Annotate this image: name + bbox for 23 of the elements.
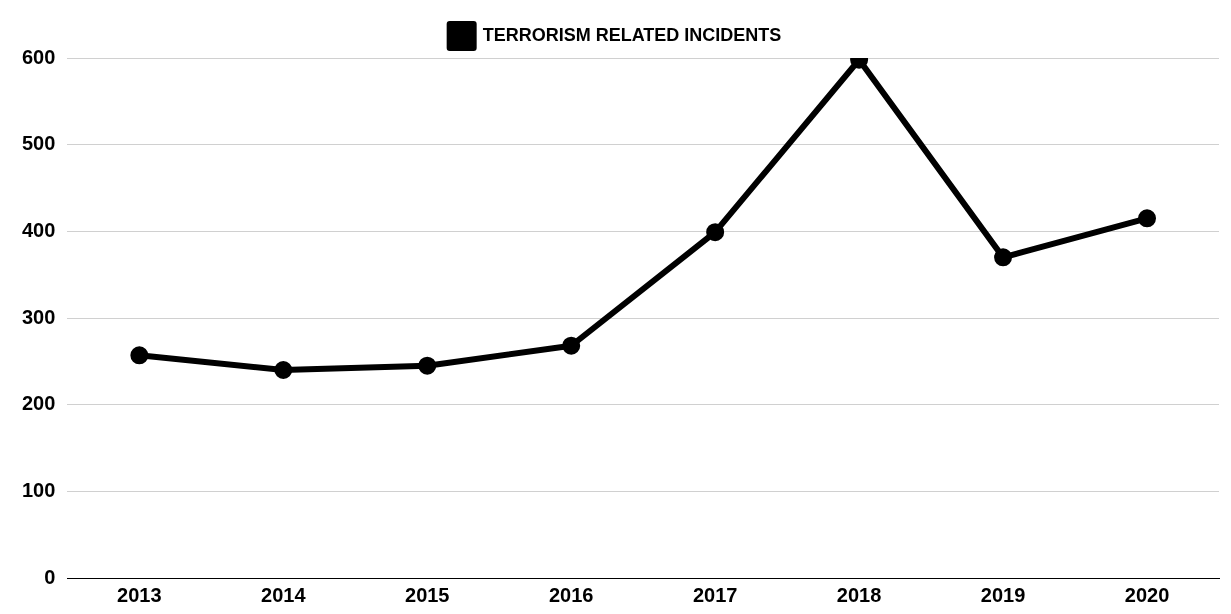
- y-tick-label: 300: [21, 305, 56, 328]
- y-tick-label: 0: [44, 565, 56, 588]
- x-tick-label: 2019: [980, 583, 1026, 606]
- y-tick-label: 400: [21, 218, 56, 241]
- point: [1138, 209, 1157, 228]
- point: [706, 223, 725, 242]
- x-tick-label: 2020: [1124, 583, 1170, 606]
- x-tick-label: 2013: [117, 583, 162, 606]
- point: [274, 361, 293, 379]
- y-tick-label: 200: [21, 392, 56, 415]
- y-tick-label: 100: [21, 478, 56, 501]
- y-tick-label: 600: [21, 45, 56, 68]
- x-tick-label: 2018: [836, 583, 882, 606]
- point: [562, 336, 581, 355]
- point: [418, 356, 437, 375]
- legend-label: TERRORISM RELATED INCIDENTS: [482, 24, 782, 45]
- x-tick-label: 2015: [405, 583, 450, 606]
- x-tick-label: 2017: [692, 583, 738, 606]
- point: [130, 346, 149, 365]
- y-tick-label: 500: [21, 132, 56, 155]
- x-tick-label: 2016: [548, 583, 594, 606]
- x-tick-label: 2014: [261, 583, 307, 606]
- point: [994, 248, 1013, 267]
